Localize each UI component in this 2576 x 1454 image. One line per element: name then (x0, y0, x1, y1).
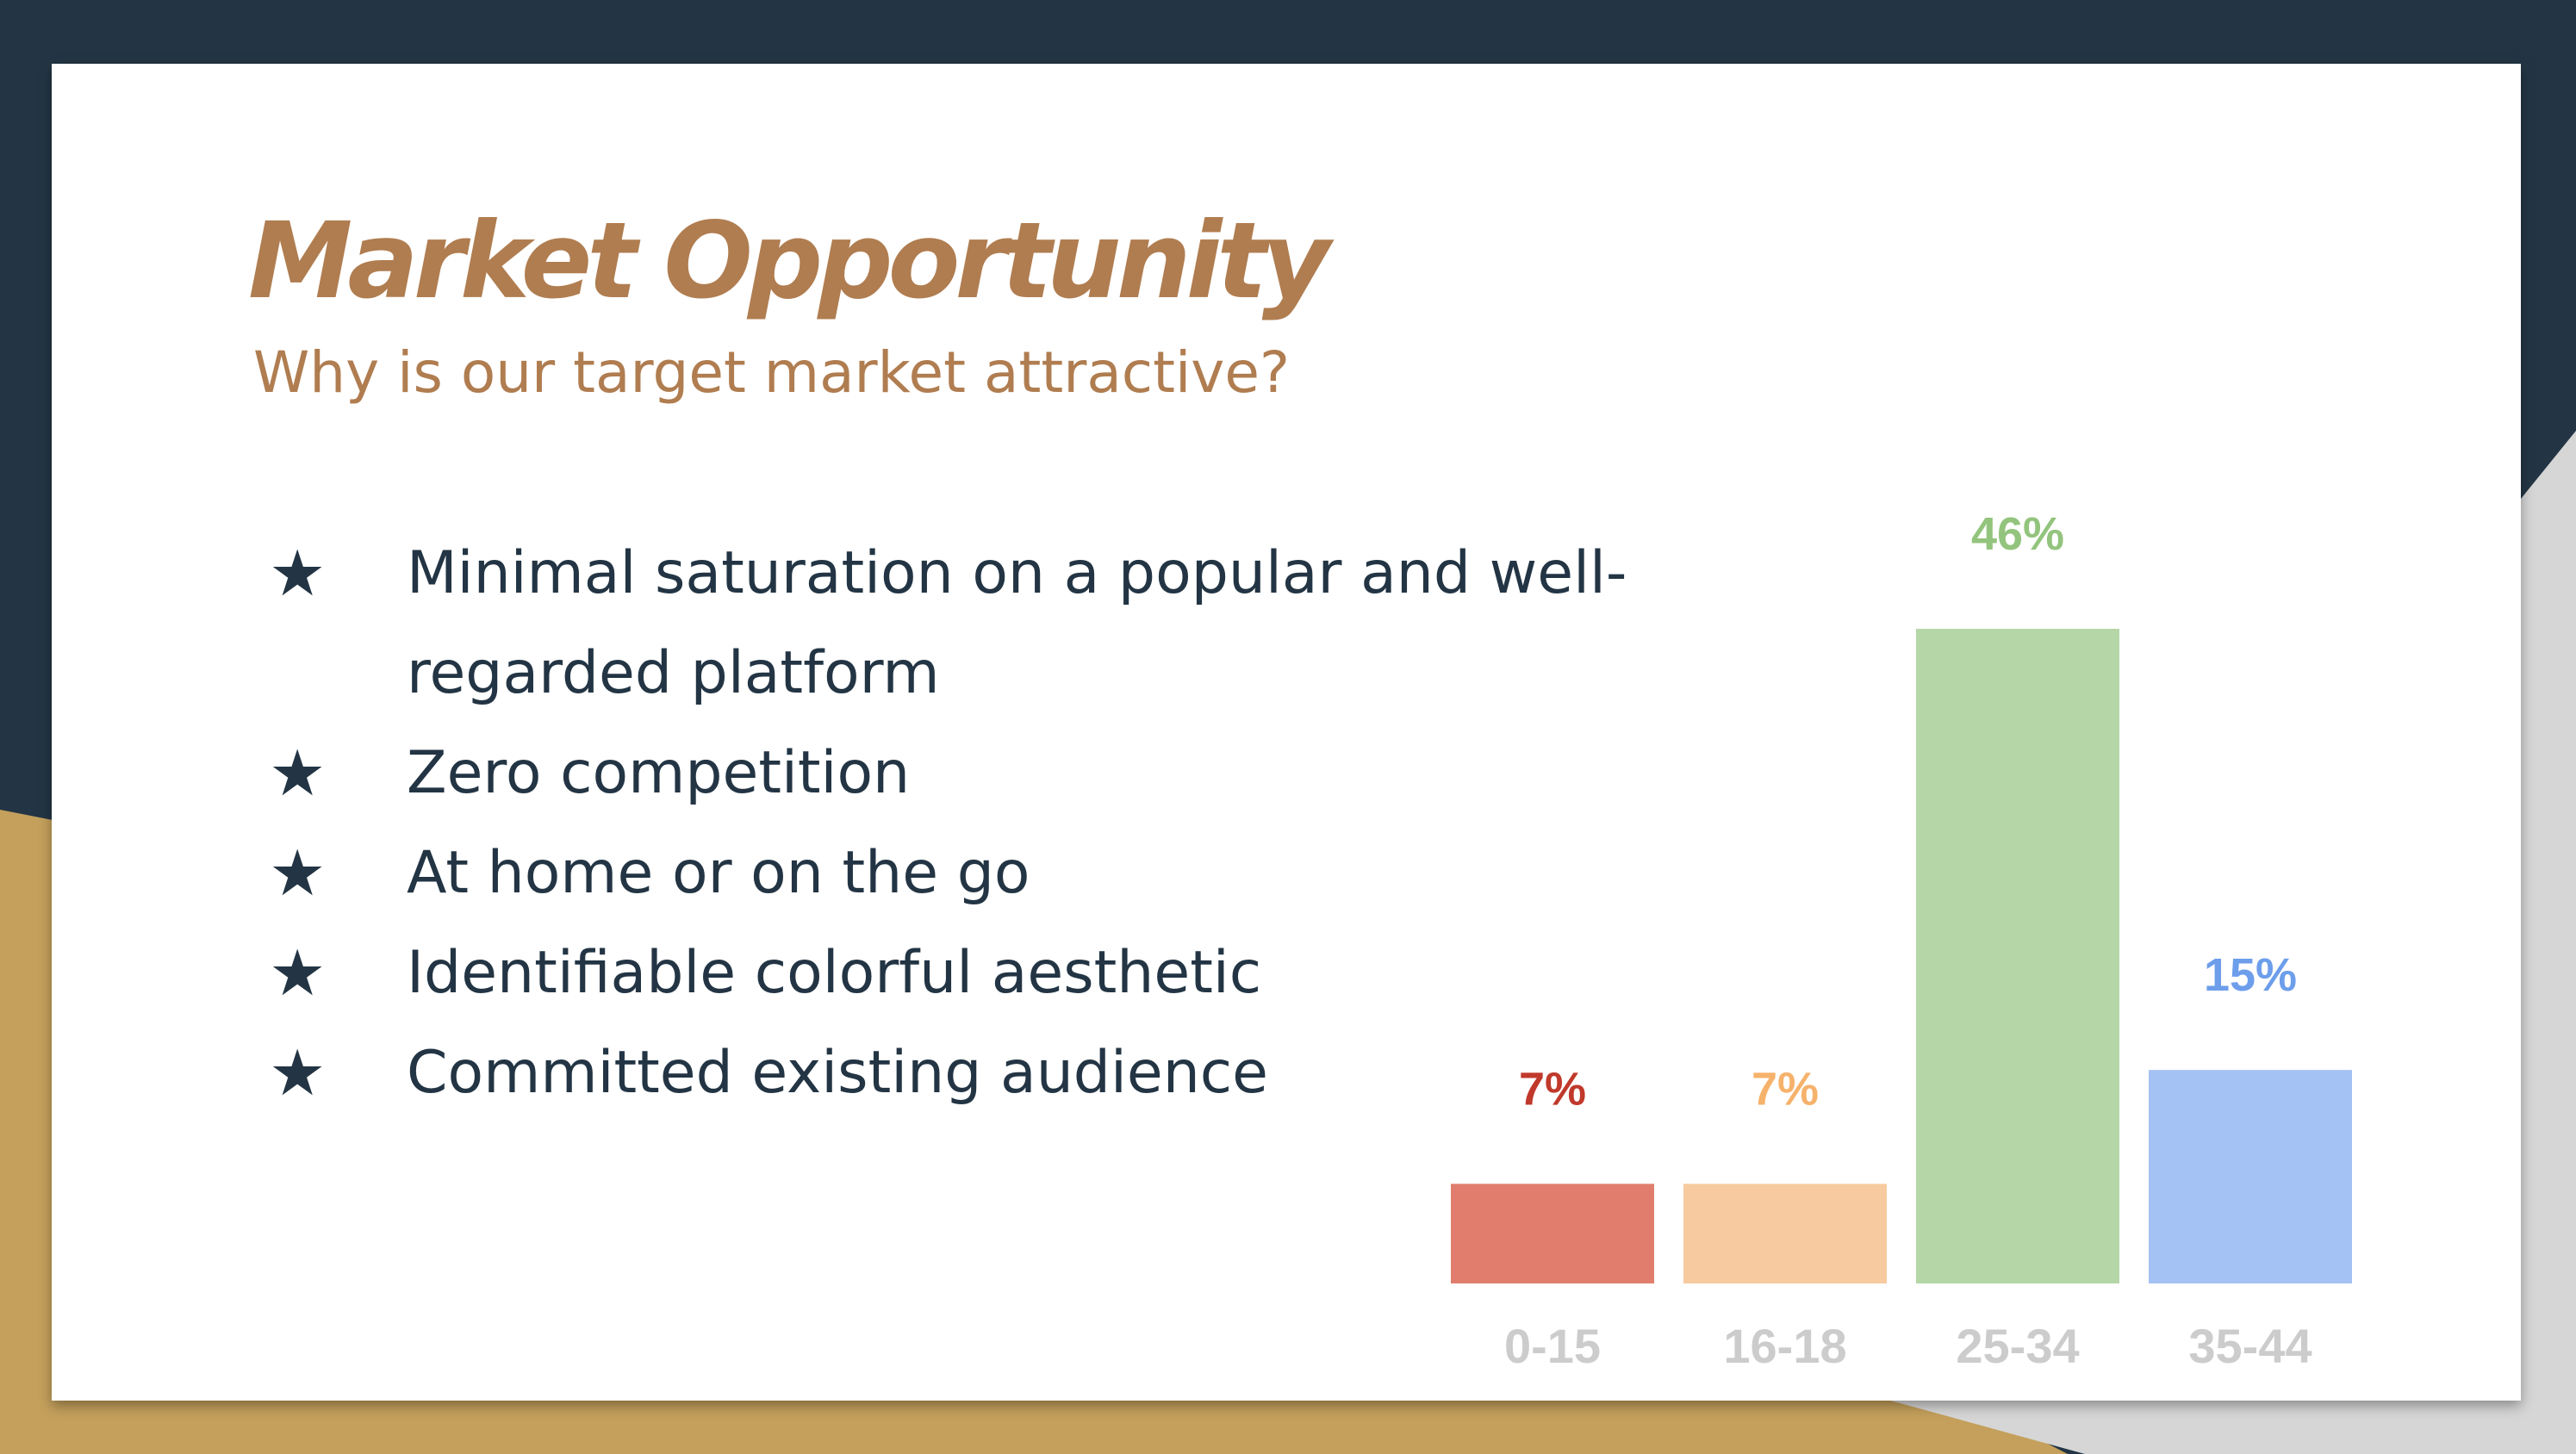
star-icon: ★ (269, 736, 327, 811)
x-tick-label-16-18: 16-18 (1723, 1319, 1846, 1373)
bullet-item: ★ Identifiable colorful aesthetic (217, 923, 1630, 1023)
bullet-text: Minimal saturation on a popular and well… (407, 539, 1627, 707)
star-icon: ★ (269, 836, 327, 910)
bullet-text: Committed existing audience (407, 1039, 1269, 1107)
bullet-item: ★ Minimal saturation on a popular and we… (217, 524, 1630, 724)
star-icon: ★ (269, 936, 327, 1010)
x-tick-label-25-34: 25-34 (1956, 1319, 2079, 1373)
data-label-0-15: 7% (1519, 1063, 1586, 1115)
x-tick-label-0-15: 0-15 (1504, 1319, 1601, 1373)
x-tick-label-35-44: 35-44 (2188, 1319, 2312, 1373)
bar-0-15 (1451, 1184, 1654, 1283)
slide-subtitle: Why is our target market attractive? (253, 339, 1290, 406)
star-icon: ★ (269, 1036, 327, 1110)
bar-35-44 (2149, 1070, 2352, 1283)
bullet-item: ★ Committed existing audience (217, 1023, 1630, 1123)
bullet-text: Zero competition (407, 739, 911, 807)
slide-title: Market Opportunity (248, 200, 1330, 322)
slide-card: Market Opportunity Why is our target mar… (52, 64, 2521, 1401)
bullet-list: ★ Minimal saturation on a popular and we… (217, 524, 1630, 1123)
bar-16-18 (1683, 1184, 1887, 1283)
bar-25-34 (1916, 629, 2119, 1283)
bullet-item: ★ At home or on the go (217, 823, 1630, 923)
data-label-35-44: 15% (2204, 949, 2297, 1001)
bullet-item: ★ Zero competition (217, 724, 1630, 823)
bullet-text: Identifiable colorful aesthetic (407, 939, 1262, 1007)
data-label-25-34: 46% (1971, 508, 2064, 560)
data-label-16-18: 7% (1752, 1063, 1819, 1115)
bullet-text: At home or on the go (407, 839, 1030, 907)
age-bar-chart: 7% 0-15 7% 16-18 46% 25-34 15% 35-44 (1451, 508, 2352, 1373)
star-icon: ★ (269, 537, 327, 611)
